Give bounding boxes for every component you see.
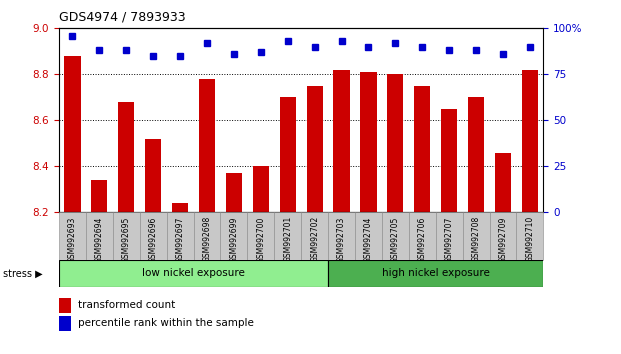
Text: GSM992707: GSM992707 — [445, 216, 454, 263]
Bar — [522, 70, 538, 212]
Bar — [59, 260, 328, 287]
Bar — [59, 212, 86, 260]
Bar — [355, 212, 382, 260]
Text: percentile rank within the sample: percentile rank within the sample — [78, 318, 253, 329]
Bar — [86, 212, 113, 260]
Text: GSM992709: GSM992709 — [499, 216, 507, 263]
Text: GSM992701: GSM992701 — [283, 216, 292, 262]
Bar — [220, 212, 247, 260]
Bar — [495, 153, 511, 212]
Bar — [382, 212, 409, 260]
Bar — [172, 203, 188, 212]
Bar — [65, 56, 81, 212]
Text: GSM992699: GSM992699 — [229, 216, 238, 263]
Bar — [279, 97, 296, 212]
Text: GSM992710: GSM992710 — [525, 216, 535, 262]
Bar — [463, 212, 489, 260]
Bar — [166, 212, 194, 260]
Bar — [59, 316, 71, 331]
Bar — [307, 86, 323, 212]
Text: GSM992708: GSM992708 — [471, 216, 481, 262]
Bar — [226, 173, 242, 212]
Text: GSM992697: GSM992697 — [176, 216, 184, 263]
Bar — [489, 212, 517, 260]
Text: GSM992702: GSM992702 — [310, 216, 319, 262]
Text: transformed count: transformed count — [78, 300, 175, 310]
Bar — [517, 212, 543, 260]
Bar — [113, 212, 140, 260]
Bar — [436, 212, 463, 260]
Text: GSM992700: GSM992700 — [256, 216, 265, 263]
Text: GSM992704: GSM992704 — [364, 216, 373, 263]
Text: low nickel exposure: low nickel exposure — [142, 268, 245, 279]
Text: GSM992693: GSM992693 — [68, 216, 77, 263]
Text: GDS4974 / 7893933: GDS4974 / 7893933 — [59, 11, 186, 24]
Text: GSM992706: GSM992706 — [418, 216, 427, 263]
Bar — [247, 212, 274, 260]
Bar — [91, 180, 107, 212]
Bar — [253, 166, 269, 212]
Bar — [468, 97, 484, 212]
Bar — [333, 70, 350, 212]
Bar — [328, 260, 543, 287]
Text: GSM992696: GSM992696 — [148, 216, 158, 263]
Text: GSM992703: GSM992703 — [337, 216, 346, 263]
Bar — [140, 212, 166, 260]
Bar — [414, 86, 430, 212]
Bar — [301, 212, 328, 260]
Bar — [328, 212, 355, 260]
Bar — [194, 212, 220, 260]
Text: GSM992694: GSM992694 — [95, 216, 104, 263]
Bar — [360, 72, 376, 212]
Bar — [199, 79, 215, 212]
Bar — [441, 109, 457, 212]
Text: high nickel exposure: high nickel exposure — [382, 268, 490, 279]
Bar — [118, 102, 134, 212]
Bar — [145, 139, 161, 212]
Text: stress ▶: stress ▶ — [3, 268, 43, 279]
Bar — [274, 212, 301, 260]
Text: GSM992705: GSM992705 — [391, 216, 400, 263]
Bar — [409, 212, 436, 260]
Bar — [59, 298, 71, 313]
Text: GSM992698: GSM992698 — [202, 216, 212, 262]
Text: GSM992695: GSM992695 — [122, 216, 131, 263]
Bar — [388, 74, 404, 212]
